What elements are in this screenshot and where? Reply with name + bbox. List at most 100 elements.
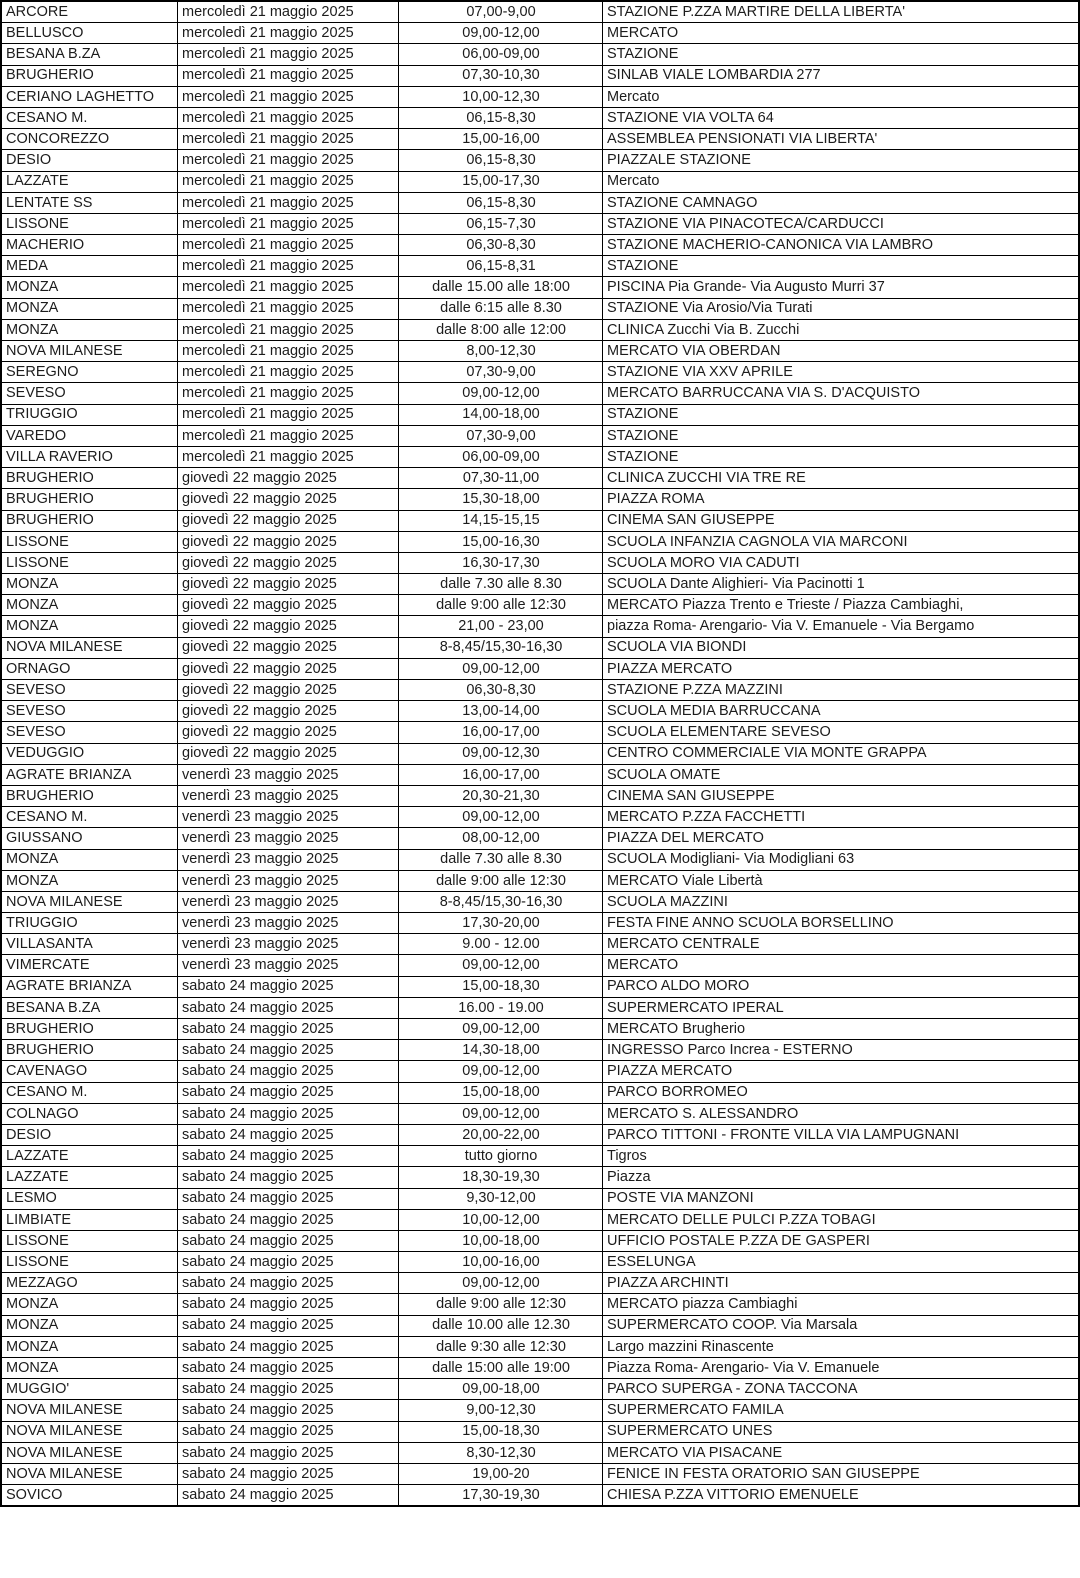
cell-location: Mercato xyxy=(602,170,1080,193)
cell-town: MONZA xyxy=(0,615,178,638)
cell-time: 19,00-20 xyxy=(398,1462,603,1486)
cell-date: giovedì 22 maggio 2025 xyxy=(177,615,399,638)
cell-town: NOVA MILANESE xyxy=(0,1420,178,1443)
table-row: LESMO sabato 24 maggio 2025 9,30-12,00 POST… xyxy=(0,1187,1080,1210)
cell-location: PIAZZA ARCHINTI xyxy=(602,1272,1080,1295)
table-row: MONZA sabato 24 maggio 2025 dalle 9:30 all… xyxy=(0,1335,1080,1359)
table-row: LISSONE sabato 24 maggio 2025 10,00-18,00 U… xyxy=(0,1229,1080,1253)
cell-date: sabato 24 maggio 2025 xyxy=(177,975,399,998)
cell-date: venerdì 23 maggio 2025 xyxy=(177,954,399,977)
cell-date: mercoledì 21 maggio 2025 xyxy=(177,297,399,320)
cell-time: 8,00-12,30 xyxy=(398,339,603,363)
cell-town: COLNAGO xyxy=(0,1102,178,1125)
cell-location: SCUOLA MORO VIA CADUTI xyxy=(602,551,1080,575)
cell-town: MONZA xyxy=(0,1293,178,1316)
table-row: LAZZATE sabato 24 maggio 2025 tutto giorno… xyxy=(0,1145,1080,1168)
cell-town: MONZA xyxy=(0,276,178,299)
cell-location: MERCATO P.ZZA FACCHETTI xyxy=(602,806,1080,829)
cell-location: UFFICIO POSTALE P.ZZA DE GASPERI xyxy=(602,1229,1080,1253)
cell-town: BRUGHERIO xyxy=(0,467,178,490)
cell-time: 07,30-10,30 xyxy=(398,64,603,87)
cell-date: sabato 24 maggio 2025 xyxy=(177,1145,399,1168)
cell-town: TRIUGGIO xyxy=(0,912,178,935)
cell-date: sabato 24 maggio 2025 xyxy=(177,1017,399,1041)
cell-town: DESIO xyxy=(0,149,178,172)
cell-date: sabato 24 maggio 2025 xyxy=(177,1187,399,1210)
cell-location: piazza Roma- Arengario- Via V. Emanuele … xyxy=(602,615,1080,638)
cell-date: mercoledì 21 maggio 2025 xyxy=(177,43,399,66)
cell-time: 17,30-20,00 xyxy=(398,912,603,935)
cell-time: 06,15-8,31 xyxy=(398,255,603,278)
table-row: GIUSSANO venerdì 23 maggio 2025 08,00-12,0… xyxy=(0,827,1080,850)
cell-date: mercoledì 21 maggio 2025 xyxy=(177,212,399,236)
cell-town: NOVA MILANESE xyxy=(0,339,178,363)
cell-town: TRIUGGIO xyxy=(0,403,178,426)
cell-date: mercoledì 21 maggio 2025 xyxy=(177,22,399,45)
cell-time: 15,00-18,30 xyxy=(398,1420,603,1443)
cell-location: SUPERMERCATO FAMILA xyxy=(602,1399,1080,1422)
cell-time: 10,00-12,30 xyxy=(398,85,603,108)
cell-town: VAREDO xyxy=(0,424,178,447)
table-row: SEVESO giovedì 22 maggio 2025 06,30-8,30 ST… xyxy=(0,678,1080,702)
cell-date: mercoledì 21 maggio 2025 xyxy=(177,424,399,447)
cell-location: STAZIONE P.ZZA MAZZINI xyxy=(602,678,1080,702)
table-row: CESANO M. mercoledì 21 maggio 2025 06,15-8… xyxy=(0,106,1080,130)
cell-date: mercoledì 21 maggio 2025 xyxy=(177,106,399,130)
cell-time: 15,00-16,00 xyxy=(398,128,603,151)
cell-town: LESMO xyxy=(0,1187,178,1210)
cell-time: 07,30-11,00 xyxy=(398,467,603,490)
cell-time: 06,15-8,30 xyxy=(398,106,603,130)
cell-town: MONZA xyxy=(0,297,178,320)
cell-date: sabato 24 maggio 2025 xyxy=(177,1420,399,1443)
cell-location: STAZIONE VIA VOLTA 64 xyxy=(602,106,1080,130)
table-row: CERIANO LAGHETTO mercoledì 21 maggio 2025… xyxy=(0,85,1080,108)
cell-location: STAZIONE xyxy=(602,255,1080,278)
cell-town: MONZA xyxy=(0,1335,178,1359)
cell-town: CESANO M. xyxy=(0,106,178,130)
cell-time: 20,30-21,30 xyxy=(398,784,603,808)
cell-time: dalle 9:00 alle 12:30 xyxy=(398,1293,603,1316)
cell-date: sabato 24 maggio 2025 xyxy=(177,1441,399,1464)
cell-time: 09,00-12,00 xyxy=(398,657,603,681)
cell-time: 8-8,45/15,30-16,30 xyxy=(398,636,603,659)
cell-time: 14,30-18,00 xyxy=(398,1039,603,1062)
cell-town: LAZZATE xyxy=(0,1145,178,1168)
table-row: MONZA mercoledì 21 maggio 2025 dalle 8:00 … xyxy=(0,318,1080,342)
cell-location: SCUOLA MAZZINI xyxy=(602,890,1080,914)
cell-time: 8-8,45/15,30-16,30 xyxy=(398,890,603,914)
cell-location: PIAZZA ROMA xyxy=(602,488,1080,511)
cell-town: MONZA xyxy=(0,869,178,892)
cell-date: mercoledì 21 maggio 2025 xyxy=(177,382,399,405)
table-row: SEVESO giovedì 22 maggio 2025 16,00-17,00 S… xyxy=(0,721,1080,744)
cell-time: dalle 7.30 alle 8.30 xyxy=(398,848,603,871)
cell-town: CAVENAGO xyxy=(0,1060,178,1083)
cell-location: CENTRO COMMERCIALE VIA MONTE GRAPPA xyxy=(602,742,1080,765)
cell-time: 18,30-19,30 xyxy=(398,1166,603,1189)
cell-time: 07,30-9,00 xyxy=(398,424,603,447)
cell-town: AGRATE BRIANZA xyxy=(0,975,178,998)
cell-date: sabato 24 maggio 2025 xyxy=(177,1399,399,1422)
table-row: LIMBIATE sabato 24 maggio 2025 10,00-12,00… xyxy=(0,1208,1080,1231)
table-row: VILLASANTA venerdì 23 maggio 2025 9.00 - 1… xyxy=(0,933,1080,956)
table-row: BRUGHERIO venerdì 23 maggio 2025 20,30-21,… xyxy=(0,784,1080,808)
cell-time: 8,30-12,30 xyxy=(398,1441,603,1464)
cell-time: 10,00-18,00 xyxy=(398,1229,603,1253)
cell-date: mercoledì 21 maggio 2025 xyxy=(177,318,399,342)
cell-location: STAZIONE P.ZZA MARTIRE DELLA LIBERTA' xyxy=(602,0,1080,24)
cell-date: giovedì 22 maggio 2025 xyxy=(177,678,399,702)
cell-location: Mercato xyxy=(602,85,1080,108)
cell-town: CESANO M. xyxy=(0,1081,178,1104)
table-row: SEVESO mercoledì 21 maggio 2025 09,00-12,0… xyxy=(0,382,1080,405)
table-row: AGRATE BRIANZA sabato 24 maggio 2025 15,00… xyxy=(0,975,1080,998)
cell-date: sabato 24 maggio 2025 xyxy=(177,1335,399,1359)
cell-location: PIAZZA MERCATO xyxy=(602,657,1080,681)
table-row: NOVA MILANESE sabato 24 maggio 2025 19,00-… xyxy=(0,1462,1080,1486)
cell-town: MONZA xyxy=(0,848,178,871)
cell-date: venerdì 23 maggio 2025 xyxy=(177,806,399,829)
cell-date: sabato 24 maggio 2025 xyxy=(177,1251,399,1274)
cell-date: sabato 24 maggio 2025 xyxy=(177,1229,399,1253)
cell-town: NOVA MILANESE xyxy=(0,1399,178,1422)
cell-town: MONZA xyxy=(0,318,178,342)
table-row: BRUGHERIO mercoledì 21 maggio 2025 07,30-1… xyxy=(0,64,1080,87)
